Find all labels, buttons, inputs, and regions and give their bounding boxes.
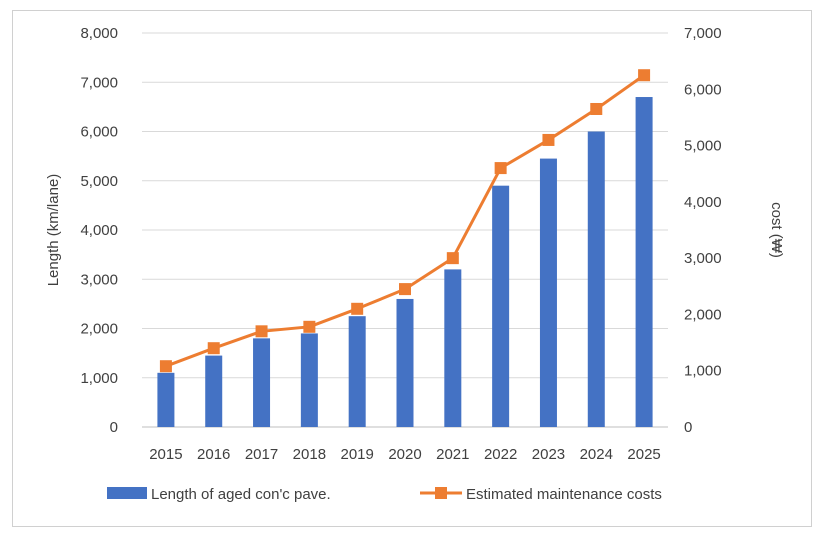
y2-tick-label: 6,000 <box>684 81 722 98</box>
bar <box>205 356 222 427</box>
y-tick-label: 0 <box>110 419 118 436</box>
bar <box>301 333 318 427</box>
bar <box>397 299 414 427</box>
x-tick-label: 2023 <box>532 446 565 463</box>
x-tick-label: 2024 <box>580 446 613 463</box>
line-marker <box>447 252 459 264</box>
line-marker <box>303 321 315 333</box>
x-tick-label: 2019 <box>340 446 373 463</box>
x-axis-ticks: 2015 2016 2017 2018 2019 2020 2021 2022 2023 2024… <box>149 446 661 463</box>
line-marker <box>638 69 650 81</box>
bar <box>588 132 605 428</box>
x-tick-label: 2021 <box>436 446 469 463</box>
x-tick-label: 2016 <box>197 446 230 463</box>
y-tick-label: 2,000 <box>80 321 118 338</box>
bar <box>492 186 509 427</box>
line-marker <box>256 325 268 337</box>
y-tick-label: 5,000 <box>80 173 118 190</box>
y2-tick-label: 2,000 <box>684 306 722 323</box>
y-tick-label: 3,000 <box>80 271 118 288</box>
y-tick-label: 7,000 <box>80 74 118 91</box>
right-axis-ticks: 0 1,000 2,000 3,000 4,000 5,000 6,000 7,000 <box>684 25 722 436</box>
x-tick-label: 2018 <box>293 446 326 463</box>
x-tick-label: 2020 <box>388 446 421 463</box>
y-tick-label: 1,000 <box>80 370 118 387</box>
line-marker <box>399 283 411 295</box>
y-tick-label: 8,000 <box>80 25 118 42</box>
line-marker <box>542 134 554 146</box>
bar <box>253 338 270 427</box>
x-tick-label: 2022 <box>484 446 517 463</box>
y2-axis-title: cost (₩) <box>768 202 785 258</box>
y2-tick-label: 7,000 <box>684 25 722 42</box>
x-tick-label: 2015 <box>149 446 182 463</box>
y-tick-label: 4,000 <box>80 222 118 239</box>
y-tick-label: 6,000 <box>80 124 118 141</box>
line-marker <box>160 360 172 372</box>
legend-label-bar: Length of aged con'c pave. <box>151 486 331 503</box>
legend: Length of aged con'c pave. Estimated mai… <box>107 486 662 503</box>
left-axis-ticks: 0 1,000 2,000 3,000 4,000 5,000 6,000 7,000 8,00… <box>80 25 118 436</box>
chart-canvas: 0 1,000 2,000 3,000 4,000 5,000 6,000 7,000 8,00… <box>0 0 824 539</box>
y2-tick-label: 4,000 <box>684 194 722 211</box>
legend-label-line: Estimated maintenance costs <box>466 486 662 503</box>
bar <box>540 159 557 427</box>
line-marker <box>351 303 363 315</box>
y2-tick-label: 5,000 <box>684 138 722 155</box>
y2-tick-label: 1,000 <box>684 363 722 380</box>
y2-tick-label: 0 <box>684 419 692 436</box>
x-tick-label: 2017 <box>245 446 278 463</box>
bar <box>157 373 174 427</box>
bar <box>349 316 366 427</box>
line-marker <box>495 162 507 174</box>
line-marker <box>208 342 220 354</box>
bar <box>444 269 461 427</box>
legend-swatch-bar <box>107 487 147 499</box>
line-marker <box>590 103 602 115</box>
x-tick-label: 2025 <box>627 446 660 463</box>
legend-swatch-marker <box>435 487 447 499</box>
y-axis-title: Length (km/lane) <box>45 174 62 287</box>
bar <box>636 97 653 427</box>
y2-tick-label: 3,000 <box>684 250 722 267</box>
